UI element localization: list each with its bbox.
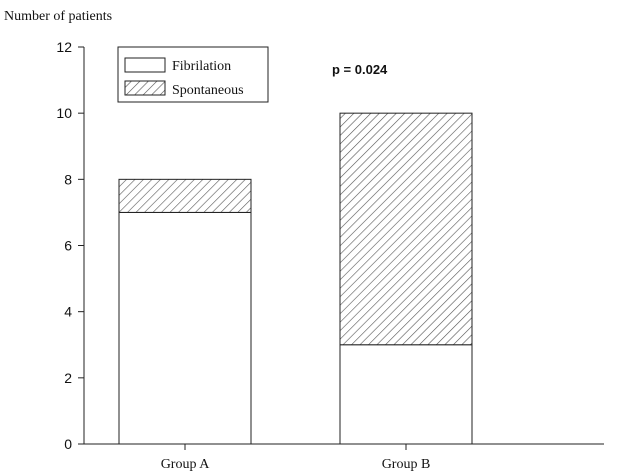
y-tick-label: 10	[56, 105, 72, 121]
y-tick-label: 8	[64, 171, 72, 187]
y-tick-label: 12	[56, 39, 72, 55]
legend-swatch-fibrilation	[124, 57, 166, 73]
y-tick-label: 2	[64, 370, 72, 386]
bar-spontaneous-group-a	[118, 178, 252, 213]
bar-fibrilation-group-b	[339, 344, 473, 445]
y-tick-label: 6	[64, 238, 72, 254]
legend-label-spontaneous: Spontaneous	[172, 83, 244, 98]
y-ticks: 0 2 4 6 8 10 12	[56, 39, 84, 452]
p-value-annotation: p = 0.024	[332, 62, 388, 77]
legend: Fibrilation Spontaneous	[117, 46, 269, 103]
x-tick-label: Group A	[161, 457, 211, 472]
legend-label-fibrilation: Fibrilation	[172, 59, 231, 74]
y-tick-label: 0	[64, 436, 72, 452]
bar-fibrilation-group-a	[118, 211, 252, 445]
bar-spontaneous-group-b	[339, 112, 473, 346]
y-tick-label: 4	[64, 304, 72, 320]
x-tick-label: Group B	[382, 457, 431, 472]
y-axis-label: Number of patients	[4, 9, 112, 24]
bars	[118, 112, 473, 445]
legend-swatch-spontaneous	[124, 80, 166, 96]
x-tick-labels: Group A Group B	[161, 444, 431, 472]
